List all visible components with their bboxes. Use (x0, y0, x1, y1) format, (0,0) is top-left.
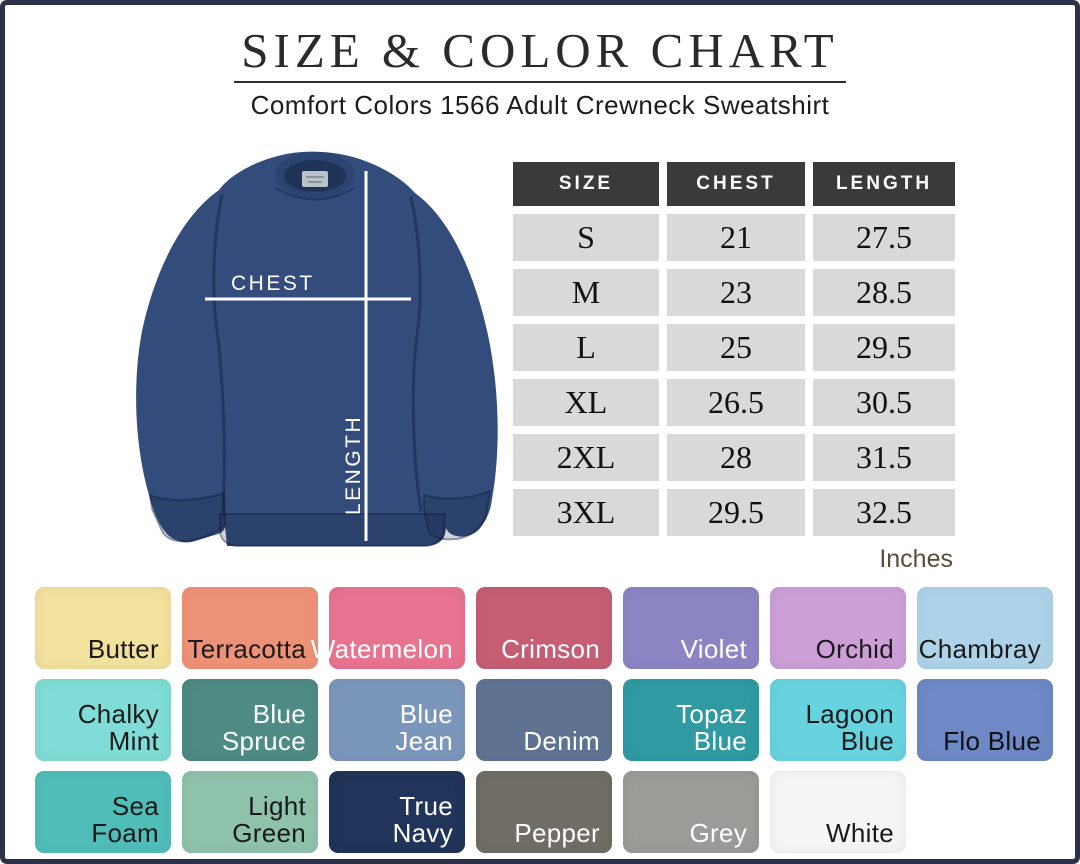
cell-length: 32.5 (813, 489, 955, 536)
color-swatch: Terracotta (182, 587, 318, 669)
color-swatch-label: Orchid (815, 634, 894, 665)
color-swatch-label: Chalky Mint (77, 698, 159, 757)
color-swatch: Blue Jean (329, 679, 465, 761)
cell-size: S (513, 214, 659, 261)
color-swatch-label: Flo Blue (943, 726, 1041, 757)
color-swatch-label: Blue Spruce (221, 698, 306, 757)
collar-seam (275, 187, 355, 201)
cell-chest: 25 (667, 324, 805, 371)
cell-size: M (513, 269, 659, 316)
size-table: SIZE CHEST LENGTH S 21 27.5 M 23 28.5 L … (513, 162, 955, 536)
color-swatch-label: Denim (523, 726, 600, 757)
color-swatch: Topaz Blue (623, 679, 759, 761)
sweatshirt-body (136, 151, 498, 546)
color-swatch-label: Blue Jean (395, 698, 453, 757)
sweatshirt-diagram: CHEST LENGTH (123, 143, 505, 565)
sweatshirt-illustration: CHEST LENGTH (136, 151, 498, 547)
color-swatch: Grey (623, 771, 759, 853)
color-swatch: Chambray (917, 587, 1053, 669)
page-title: SIZE & COLOR CHART (241, 23, 839, 78)
color-swatch: Light Green (182, 771, 318, 853)
cell-chest: 21 (667, 214, 805, 261)
color-swatch: Blue Spruce (182, 679, 318, 761)
color-swatch: Chalky Mint (35, 679, 171, 761)
color-swatch: True Navy (329, 771, 465, 853)
cell-length: 29.5 (813, 324, 955, 371)
color-swatch-label: Terracotta (187, 634, 306, 665)
header: SIZE & COLOR CHART Comfort Colors 1566 A… (5, 25, 1075, 121)
color-swatch-label: Pepper (514, 818, 600, 849)
units-label: Inches (879, 545, 953, 573)
neck-tag-text-line (306, 176, 324, 178)
hem-band (219, 513, 447, 547)
cell-length: 30.5 (813, 379, 955, 426)
color-swatch-label: Lagoon Blue (805, 698, 894, 757)
color-swatch: Flo Blue (917, 679, 1053, 761)
left-armhole-seam (212, 194, 226, 516)
page-subtitle: Comfort Colors 1566 Adult Crewneck Sweat… (250, 90, 830, 121)
color-swatch-grid: Butter Terracotta Watermelon Crimson Vio… (35, 587, 1053, 853)
color-swatch-label: White (826, 818, 894, 849)
cell-length: 31.5 (813, 434, 955, 481)
column-header-size: SIZE (513, 162, 659, 206)
color-swatch: Crimson (476, 587, 612, 669)
chest-label: CHEST (231, 272, 315, 295)
color-swatch: Violet (623, 587, 759, 669)
color-swatch-label: Grey (689, 818, 747, 849)
color-swatch-label: Sea Foam (91, 790, 159, 849)
neck-tag (302, 171, 328, 187)
color-swatch-label: True Navy (392, 790, 453, 849)
color-swatch-label: Topaz Blue (676, 698, 747, 757)
color-swatch: Watermelon (311, 587, 465, 669)
color-swatch-label: Violet (680, 634, 747, 665)
column-header-chest: CHEST (667, 162, 805, 206)
cell-size: 2XL (513, 434, 659, 481)
color-swatch: Pepper (476, 771, 612, 853)
cell-chest: 28 (667, 434, 805, 481)
color-swatch-label: Butter (87, 634, 159, 665)
left-cuff (148, 491, 227, 543)
cell-chest: 23 (667, 269, 805, 316)
color-swatch: Lagoon Blue (770, 679, 906, 761)
color-swatch-label: Light Green (232, 790, 306, 849)
right-cuff (423, 489, 492, 541)
cell-length: 28.5 (813, 269, 955, 316)
cell-size: L (513, 324, 659, 371)
column-header-length: LENGTH (813, 162, 955, 206)
cell-chest: 26.5 (667, 379, 805, 426)
cell-length: 27.5 (813, 214, 955, 261)
color-swatch: White (770, 771, 906, 853)
color-swatch: Sea Foam (35, 771, 171, 853)
color-swatch-label: Chambray (918, 634, 1041, 665)
color-swatch: Orchid (770, 587, 906, 669)
color-swatch: Butter (35, 587, 171, 669)
color-swatch-label: Watermelon (310, 634, 453, 665)
color-swatch-label: Crimson (501, 634, 600, 665)
length-label: LENGTH (342, 415, 365, 515)
color-swatch: Denim (476, 679, 612, 761)
cell-chest: 29.5 (667, 489, 805, 536)
cell-size: XL (513, 379, 659, 426)
right-armhole-seam (409, 196, 423, 512)
neck-tag-text-line (308, 181, 322, 183)
title-underline (234, 81, 846, 84)
cell-size: 3XL (513, 489, 659, 536)
